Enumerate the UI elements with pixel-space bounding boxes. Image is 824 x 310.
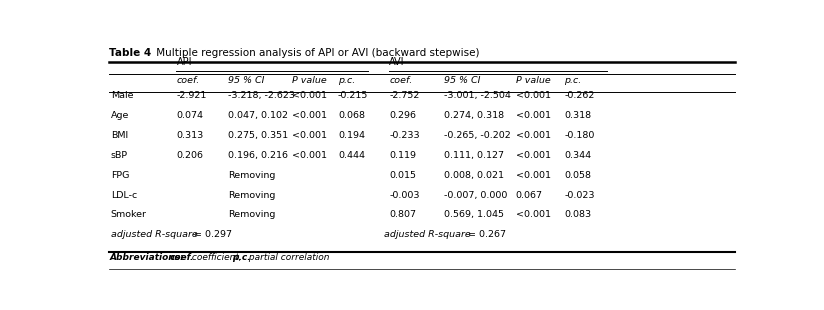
Text: 0.068: 0.068 <box>338 111 365 120</box>
Text: 0.058: 0.058 <box>564 171 591 180</box>
Text: adjusted R-square: adjusted R-square <box>110 230 200 239</box>
Text: -0.262: -0.262 <box>564 91 594 100</box>
Text: FPG: FPG <box>110 171 129 180</box>
Text: -0.023: -0.023 <box>564 191 595 200</box>
Text: 0.067: 0.067 <box>516 191 542 200</box>
Text: <0.001: <0.001 <box>292 91 327 100</box>
Text: = 0.267: = 0.267 <box>468 230 506 239</box>
Text: <0.001: <0.001 <box>516 151 550 160</box>
Text: 95 % CI: 95 % CI <box>444 76 480 85</box>
Text: 0.344: 0.344 <box>564 151 591 160</box>
Text: <0.001: <0.001 <box>516 171 550 180</box>
Text: Removing: Removing <box>228 171 275 180</box>
Text: BMI: BMI <box>110 131 128 140</box>
Text: <0.001: <0.001 <box>292 151 327 160</box>
Text: Multiple regression analysis of API or AVI (backward stepwise): Multiple regression analysis of API or A… <box>152 48 480 58</box>
Text: -2.752: -2.752 <box>389 91 419 100</box>
Text: adjusted R-square: adjusted R-square <box>384 230 474 239</box>
Text: <0.001: <0.001 <box>516 111 550 120</box>
Text: API: API <box>176 57 192 67</box>
Text: 0.196, 0.216: 0.196, 0.216 <box>228 151 288 160</box>
Text: 0.807: 0.807 <box>389 210 416 219</box>
Text: -0.180: -0.180 <box>564 131 594 140</box>
Text: <0.001: <0.001 <box>516 210 550 219</box>
Text: -3.001, -2.504: -3.001, -2.504 <box>444 91 511 100</box>
Text: <0.001: <0.001 <box>292 131 327 140</box>
Text: 0.015: 0.015 <box>389 171 416 180</box>
Text: -0.233: -0.233 <box>389 131 419 140</box>
Text: 0.318: 0.318 <box>564 111 591 120</box>
Text: Table 4: Table 4 <box>110 48 152 58</box>
Text: coef.: coef. <box>170 253 194 262</box>
Text: Age: Age <box>110 111 129 120</box>
Text: p.c.: p.c. <box>338 76 355 85</box>
Text: 95 % CI: 95 % CI <box>228 76 265 85</box>
Text: 0.274, 0.318: 0.274, 0.318 <box>444 111 504 120</box>
Text: Removing: Removing <box>228 191 275 200</box>
Text: -0.215: -0.215 <box>338 91 368 100</box>
Text: partial correlation: partial correlation <box>246 253 330 262</box>
Text: P value: P value <box>292 76 327 85</box>
Text: 0.083: 0.083 <box>564 210 591 219</box>
Text: = 0.297: = 0.297 <box>194 230 232 239</box>
Text: 0.047, 0.102: 0.047, 0.102 <box>228 111 288 120</box>
Text: 0.008, 0.021: 0.008, 0.021 <box>444 171 504 180</box>
Text: -0.265, -0.202: -0.265, -0.202 <box>444 131 511 140</box>
Text: <0.001: <0.001 <box>516 131 550 140</box>
Text: Smoker: Smoker <box>110 210 147 219</box>
Text: -0.003: -0.003 <box>389 191 419 200</box>
Text: 0.194: 0.194 <box>338 131 365 140</box>
Text: 0.119: 0.119 <box>389 151 416 160</box>
Text: 0.111, 0.127: 0.111, 0.127 <box>444 151 504 160</box>
Text: coefficient,: coefficient, <box>189 253 244 262</box>
Text: 0.074: 0.074 <box>176 111 204 120</box>
Text: -0.007, 0.000: -0.007, 0.000 <box>444 191 508 200</box>
Text: -3.218, -2.623: -3.218, -2.623 <box>228 91 295 100</box>
Text: AVI: AVI <box>389 57 405 67</box>
Text: coef.: coef. <box>389 76 412 85</box>
Text: sBP: sBP <box>110 151 128 160</box>
Text: coef.: coef. <box>176 76 199 85</box>
Text: LDL-c: LDL-c <box>110 191 137 200</box>
Text: 0.444: 0.444 <box>338 151 365 160</box>
Text: 0.313: 0.313 <box>176 131 204 140</box>
Text: p.c.: p.c. <box>564 76 581 85</box>
Text: p.c.: p.c. <box>232 253 250 262</box>
Text: Male: Male <box>110 91 133 100</box>
Text: Abbreviations:: Abbreviations: <box>110 253 187 262</box>
Text: Removing: Removing <box>228 210 275 219</box>
Text: 0.206: 0.206 <box>176 151 204 160</box>
Text: 0.275, 0.351: 0.275, 0.351 <box>228 131 288 140</box>
Text: -2.921: -2.921 <box>176 91 207 100</box>
Text: 0.569, 1.045: 0.569, 1.045 <box>444 210 504 219</box>
Text: P value: P value <box>516 76 550 85</box>
Text: <0.001: <0.001 <box>516 91 550 100</box>
Text: <0.001: <0.001 <box>292 111 327 120</box>
Text: 0.296: 0.296 <box>389 111 416 120</box>
